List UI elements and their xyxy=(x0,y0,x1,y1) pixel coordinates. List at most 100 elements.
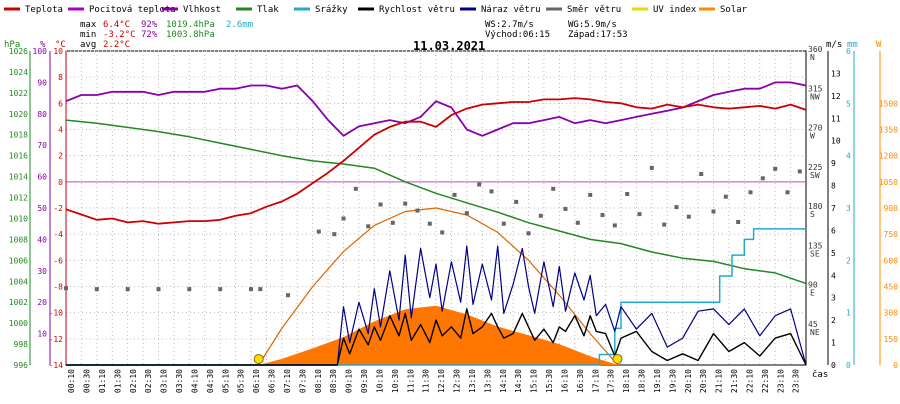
wind-direction-dot xyxy=(649,165,654,170)
ms-tick-label: 8 xyxy=(831,182,836,191)
w-tick-label: 1350 xyxy=(879,126,898,135)
x-tick-label: 01:10 xyxy=(98,369,107,393)
wind-direction-dot xyxy=(551,186,556,191)
dir-tick-label: 90 xyxy=(808,281,818,290)
wind-direction-dot xyxy=(773,166,778,171)
wind-direction-dot xyxy=(249,287,253,292)
x-tick-label: 21:10 xyxy=(715,369,724,393)
mm-tick-label: 4 xyxy=(846,152,851,161)
temp-tick-label: -12 xyxy=(49,335,64,344)
axes: hPa% °C1026102410221020101810161014101210… xyxy=(4,40,898,393)
mm-tick-label: 0 xyxy=(846,361,851,370)
pct-tick-label: 70 xyxy=(37,141,47,150)
ms-tick-label: 1 xyxy=(831,339,836,348)
wind-speed-info: WS:2.7m/s xyxy=(485,20,534,30)
hpa-tick-label: 1008 xyxy=(9,235,28,244)
dir-tick-label: 360 xyxy=(808,45,823,54)
series xyxy=(64,81,807,366)
wind-direction-dot xyxy=(464,211,469,216)
legend-label: Srážky xyxy=(315,5,348,15)
ms-axis-label: m/s xyxy=(826,40,842,50)
w-tick-label: 150 xyxy=(884,335,899,344)
wind-direction-dot xyxy=(440,230,445,235)
stats-max-temp: 6.4°C xyxy=(103,20,130,30)
mm-tick-label: 3 xyxy=(846,204,851,213)
x-tick-label: 07:10 xyxy=(283,369,292,393)
x-tick-label: 10:30 xyxy=(391,369,400,393)
wind-direction-dot xyxy=(612,223,617,228)
wind-direction-dot xyxy=(286,293,290,298)
dir-name-label: NE xyxy=(810,328,820,337)
wind-direction-dot xyxy=(427,221,432,226)
w-tick-label: 900 xyxy=(884,204,899,213)
wind-direction-dot xyxy=(477,182,482,187)
mm-tick-label: 6 xyxy=(846,47,851,56)
wind-direction-dot xyxy=(353,186,358,191)
wind-direction-dot xyxy=(686,214,691,219)
legend-label: Vlhkost xyxy=(183,5,221,15)
wind-direction-dot xyxy=(415,208,420,213)
x-tick-label: 08:30 xyxy=(329,369,338,393)
wind-direction-dot xyxy=(797,169,802,174)
x-tick-label: 14:10 xyxy=(499,369,508,393)
hpa-tick-label: 1010 xyxy=(9,214,28,223)
x-tick-label: 02:10 xyxy=(129,369,138,393)
wind-direction-dot xyxy=(736,220,741,224)
ms-tick-label: 0 xyxy=(831,361,836,370)
w-tick-label: 750 xyxy=(884,230,899,239)
dir-tick-label: 225 xyxy=(808,163,823,172)
temp-tick-label: 6 xyxy=(58,99,63,108)
pct-tick-label: 90 xyxy=(37,78,47,87)
legend-label: Teplota xyxy=(25,5,63,15)
temp-tick-label: 10 xyxy=(53,47,63,56)
hpa-tick-label: 1016 xyxy=(9,152,28,161)
sunrise-info: Východ:06:15 xyxy=(485,30,550,40)
wind-direction-dot xyxy=(662,222,667,227)
temp-tick-label: -14 xyxy=(49,361,64,370)
x-tick-label: 22:10 xyxy=(745,369,754,393)
x-tick-label: 05:10 xyxy=(221,369,230,393)
x-tick-label: 09:30 xyxy=(360,369,369,393)
hpa-axis-label: hPa xyxy=(4,40,20,50)
pct-tick-label: 100 xyxy=(33,47,48,56)
legend: Teplota Pocitová teplota Vlhkost Tlak Srážky… xyxy=(4,5,748,15)
pct-tick-label: 10 xyxy=(37,330,47,339)
x-tick-label: 16:30 xyxy=(576,369,585,393)
x-tick-label: 22:30 xyxy=(761,369,770,393)
x-tick-label: 07:30 xyxy=(298,369,307,393)
wind-direction-dot xyxy=(625,192,630,196)
x-tick-label: 03:10 xyxy=(160,369,169,393)
ms-tick-label: 6 xyxy=(831,226,836,235)
wind-direction-dot xyxy=(366,224,371,229)
x-tick-label: 09:10 xyxy=(345,369,354,393)
x-tick-label: 12:30 xyxy=(453,369,462,393)
wind-direction-dot xyxy=(218,287,223,292)
x-tick-label: 15:10 xyxy=(530,369,539,393)
stats-min-label: min xyxy=(80,30,96,40)
x-tick-label: 18:10 xyxy=(622,369,631,393)
wind-direction-dot xyxy=(94,287,99,292)
dir-tick-label: 270 xyxy=(808,124,823,133)
temp-tick-label: 2 xyxy=(58,152,63,161)
wind-gust-info: WG:5.9m/s xyxy=(568,20,617,30)
temp-tick-label: 4 xyxy=(58,126,63,135)
legend-label: Solar xyxy=(720,5,748,15)
stats-min-temp: -3.2°C xyxy=(103,30,136,40)
pct-tick-label: 30 xyxy=(37,267,47,276)
ms-tick-label: 12 xyxy=(831,92,841,101)
wind-direction-dot xyxy=(600,213,605,217)
stats-min-press: 1003.8hPa xyxy=(166,30,215,40)
dir-name-label: E xyxy=(810,289,815,298)
stats-max-hum: 92% xyxy=(141,20,158,30)
wind-direction-dot xyxy=(489,189,494,194)
x-tick-label: 10:10 xyxy=(375,369,384,393)
wind-direction-dot xyxy=(187,287,192,292)
temp-tick-label: 0 xyxy=(58,178,63,187)
solar-max-line xyxy=(258,207,619,366)
temp-tick-label: -4 xyxy=(53,230,63,239)
x-tick-label: 06:30 xyxy=(268,369,277,393)
mm-tick-label: 2 xyxy=(846,256,851,265)
x-tick-label: 04:30 xyxy=(206,369,215,393)
w-tick-label: 1500 xyxy=(879,99,898,108)
